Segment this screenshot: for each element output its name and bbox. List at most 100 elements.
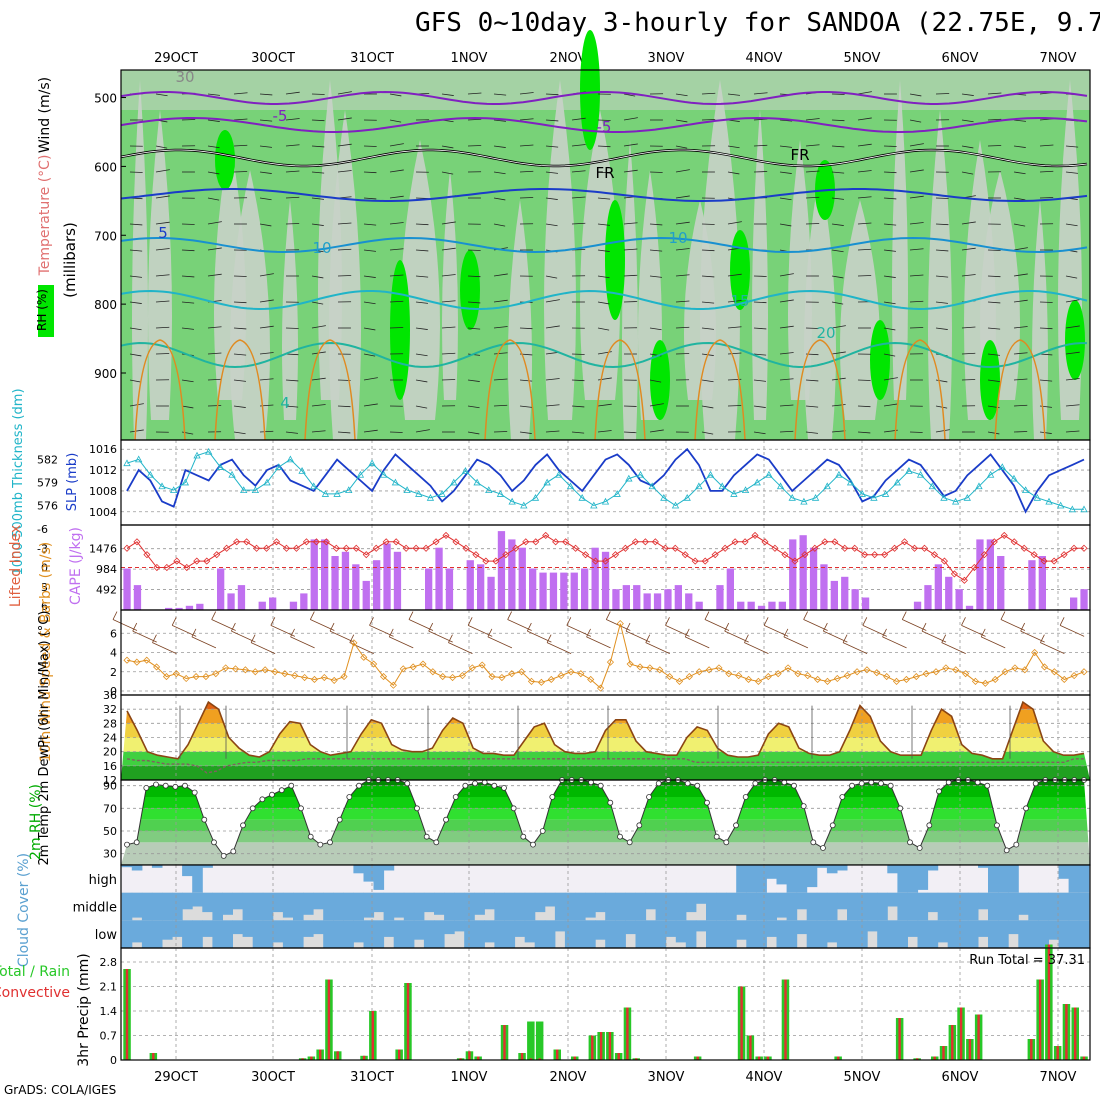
contour-label: FR <box>595 164 614 182</box>
wind-barb <box>415 249 429 252</box>
cloud-bar <box>695 920 707 932</box>
wind-barb <box>571 405 585 408</box>
lifted-index-marker <box>591 557 600 565</box>
cape-bar <box>310 539 318 610</box>
lifted-index-marker <box>492 557 500 565</box>
wind-barb <box>753 92 768 95</box>
cloud-bar <box>927 865 939 871</box>
slp-tick-label: 1012 <box>89 464 117 477</box>
rh-marker <box>1003 847 1010 854</box>
cape-bar <box>477 564 485 610</box>
precip-tick-label: 0.7 <box>100 1030 118 1043</box>
thickness-marker <box>741 486 750 494</box>
temp-tick-label: 32 <box>103 703 117 716</box>
lifted-index-marker <box>302 538 311 546</box>
wind-barb <box>586 628 591 638</box>
lifted-index-marker <box>1030 551 1038 559</box>
wind-barb <box>191 628 197 638</box>
wind-speed-marker <box>222 664 230 672</box>
cloud-bar <box>776 892 788 918</box>
wind-barb <box>129 275 142 278</box>
cloud-bar <box>806 865 818 888</box>
slp-axis-label: SLP (mb) <box>65 453 80 512</box>
cloud-bar <box>252 892 264 921</box>
precip-convective-bar <box>933 1056 936 1060</box>
wind-barb <box>1013 299 1028 303</box>
cloud-bar <box>222 892 233 915</box>
thickness-marker <box>858 490 866 497</box>
rh-marker <box>220 853 227 859</box>
thickness-marker <box>543 478 551 486</box>
wind-barb <box>181 379 194 383</box>
wind-barb <box>597 327 610 331</box>
lifted-index-marker <box>272 538 281 546</box>
wind-barb <box>415 223 429 226</box>
rh-marker <box>723 839 730 846</box>
panel-frame <box>120 947 1091 1061</box>
wind-barb <box>181 249 195 252</box>
wind-barb <box>207 197 220 201</box>
wind-speed-marker <box>389 681 397 689</box>
wind-barb <box>571 379 585 382</box>
wind-barb <box>207 145 220 149</box>
wind-barb <box>675 221 690 225</box>
lifted-index-marker <box>422 544 430 552</box>
wind-barb <box>675 274 690 277</box>
rh-marker <box>124 841 130 848</box>
thickness-marker <box>613 490 621 497</box>
cloud-bar <box>907 920 919 937</box>
lifted-index-marker <box>701 557 709 565</box>
wind-speed-marker <box>912 672 920 681</box>
rh-marker <box>897 805 904 812</box>
cloud-bar <box>937 892 949 921</box>
cloud-bar <box>353 892 364 921</box>
wind-barb <box>519 144 534 147</box>
cape-bar <box>425 568 433 610</box>
date-label-top: 31OCT <box>350 51 394 66</box>
wind-speed-marker <box>794 670 802 678</box>
wind-barb <box>329 622 335 632</box>
cloud-bar <box>524 920 536 943</box>
cloud-panel: high middle low Cloud Cover (%) <box>16 853 1091 967</box>
cloud-bar <box>353 865 364 874</box>
wind-barb <box>493 197 506 201</box>
lifted-index-marker <box>1010 538 1018 546</box>
lifted-index-marker <box>910 544 919 552</box>
date-label-bottom: 1NOV <box>451 1070 488 1085</box>
cloud-bar <box>685 920 697 948</box>
contour-label: -5 <box>597 118 612 136</box>
wind-barb <box>1013 247 1028 251</box>
temp-contour-15 <box>120 289 1088 311</box>
cloud-bar <box>131 892 143 918</box>
cloud-bar <box>333 892 344 921</box>
wind-barb <box>857 222 872 225</box>
thickness-marker <box>333 490 341 497</box>
cloud-bar <box>595 892 606 913</box>
wind-barb <box>779 119 793 122</box>
wind-barb <box>675 195 690 199</box>
wind-barb <box>935 429 950 433</box>
precip-convective-bar <box>696 1056 699 1060</box>
wind-barb <box>623 169 638 173</box>
wind-speed-marker <box>902 675 910 684</box>
wind-barb <box>259 223 272 227</box>
cape-bar <box>581 568 589 610</box>
wind-speed-marker <box>971 677 980 685</box>
precip-convective-bar <box>837 1056 840 1060</box>
precip-convective-bar <box>599 1032 603 1060</box>
cloud-bar <box>141 892 153 921</box>
thickness-marker <box>905 467 913 474</box>
rh-marker <box>462 782 469 789</box>
rh-dry-region <box>329 110 361 440</box>
pressure-tick-label: 600 <box>94 160 117 174</box>
cloud-bar <box>796 920 808 935</box>
rh-marker <box>336 816 343 823</box>
cloud-bar <box>403 892 415 921</box>
cloud-bar <box>736 865 747 893</box>
wind-barb <box>909 143 924 147</box>
wind-barb <box>129 429 144 433</box>
contour-label: 15 <box>730 292 749 310</box>
date-label-bottom: 30OCT <box>251 1070 295 1085</box>
wind-barb <box>1059 624 1085 637</box>
wind-barb <box>310 619 335 631</box>
